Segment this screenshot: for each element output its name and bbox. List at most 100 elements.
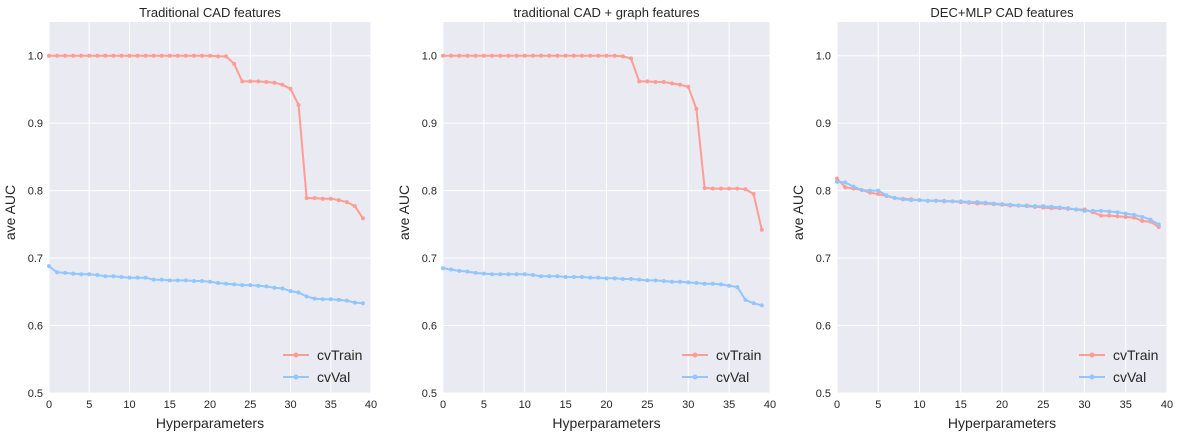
data-point-cvTrain bbox=[103, 53, 108, 58]
legend-label-cvTrain: cvTrain bbox=[1113, 347, 1158, 363]
data-point-cvVal bbox=[1082, 208, 1087, 213]
data-point-cvVal bbox=[1107, 209, 1112, 214]
data-point-cvTrain bbox=[95, 53, 100, 58]
x-tick-label: 30 bbox=[682, 399, 694, 411]
y-tick-label: 0.8 bbox=[816, 186, 831, 198]
data-point-cvTrain bbox=[199, 53, 204, 58]
data-point-cvVal bbox=[718, 282, 723, 287]
data-point-cvTrain bbox=[159, 53, 164, 58]
data-point-cvVal bbox=[490, 272, 495, 277]
data-point-cvVal bbox=[983, 200, 988, 205]
data-point-cvTrain bbox=[571, 53, 576, 58]
data-point-cvVal bbox=[835, 179, 839, 184]
data-point-cvTrain bbox=[522, 53, 527, 58]
x-tick-label: 35 bbox=[325, 399, 337, 411]
data-point-cvVal bbox=[352, 300, 357, 305]
data-point-cvTrain bbox=[441, 53, 445, 58]
data-point-cvVal bbox=[934, 198, 938, 203]
data-point-cvTrain bbox=[481, 53, 486, 58]
data-point-cvVal bbox=[224, 281, 229, 286]
data-point-cvVal bbox=[208, 279, 212, 284]
x-tick-label: 15 bbox=[560, 399, 572, 411]
data-point-cvVal bbox=[843, 180, 848, 185]
data-point-cvTrain bbox=[620, 54, 625, 59]
data-point-cvVal bbox=[751, 301, 756, 306]
data-point-cvVal bbox=[909, 198, 914, 203]
data-point-cvVal bbox=[1090, 208, 1095, 213]
data-point-cvVal bbox=[79, 272, 84, 277]
data-point-cvVal bbox=[579, 274, 584, 279]
data-point-cvVal bbox=[743, 297, 748, 302]
data-point-cvVal bbox=[925, 198, 930, 203]
y-tick-label: 0.8 bbox=[422, 186, 437, 198]
y-axis-label: ave AUC bbox=[396, 185, 412, 240]
series-line-cvTrain bbox=[49, 54, 364, 219]
data-point-cvTrain bbox=[686, 84, 691, 89]
data-point-cvTrain bbox=[661, 80, 666, 85]
data-point-cvVal bbox=[958, 199, 963, 204]
data-point-cvVal bbox=[336, 297, 341, 302]
data-point-cvTrain bbox=[304, 196, 309, 201]
data-point-cvVal bbox=[735, 285, 740, 290]
data-point-cvVal bbox=[191, 279, 196, 284]
legend-marker-cvTrain bbox=[692, 352, 698, 358]
data-point-cvTrain bbox=[596, 53, 601, 58]
chart-title: Traditional CAD features bbox=[139, 5, 281, 20]
data-point-cvVal bbox=[55, 270, 60, 275]
data-point-cvVal bbox=[1115, 210, 1120, 215]
x-axis-label: Hyperparameters bbox=[552, 415, 660, 431]
data-point-cvVal bbox=[71, 271, 76, 276]
data-point-cvVal bbox=[661, 279, 666, 284]
data-point-cvTrain bbox=[669, 81, 674, 86]
data-point-cvVal bbox=[686, 280, 691, 285]
data-point-cvVal bbox=[264, 284, 269, 289]
data-point-cvVal bbox=[901, 197, 905, 202]
data-point-cvTrain bbox=[637, 79, 642, 84]
chart-panel-1: 0 5 10 15 20 25 30 35 40 0.5 0.6 0.7 0.8 0.9 1.0 Tradit… bbox=[2, 5, 377, 431]
x-tick-label: 20 bbox=[600, 399, 612, 411]
x-tick-label: 35 bbox=[723, 399, 735, 411]
data-point-cvVal bbox=[727, 283, 732, 288]
data-point-cvTrain bbox=[175, 53, 180, 58]
data-point-cvTrain bbox=[490, 53, 495, 58]
y-axis-label: ave AUC bbox=[790, 185, 806, 240]
data-point-cvVal bbox=[280, 286, 285, 291]
data-point-cvVal bbox=[563, 274, 568, 279]
data-point-cvTrain bbox=[143, 53, 148, 58]
y-axis-label: ave AUC bbox=[2, 185, 18, 240]
y-tick-label: 0.9 bbox=[422, 118, 437, 130]
legend-label-cvTrain: cvTrain bbox=[317, 347, 362, 363]
data-point-cvVal bbox=[360, 301, 365, 306]
data-point-cvTrain bbox=[1123, 214, 1128, 219]
data-point-cvTrain bbox=[280, 82, 285, 87]
data-point-cvVal bbox=[127, 275, 132, 280]
x-tick-label: 30 bbox=[284, 399, 296, 411]
data-point-cvTrain bbox=[506, 53, 511, 58]
data-point-cvTrain bbox=[604, 53, 609, 58]
data-point-cvVal bbox=[859, 187, 864, 192]
legend-label-cvTrain: cvTrain bbox=[716, 347, 761, 363]
data-point-cvTrain bbox=[224, 54, 229, 59]
data-point-cvTrain bbox=[216, 54, 221, 59]
data-point-cvTrain bbox=[191, 53, 196, 58]
data-point-cvTrain bbox=[135, 53, 140, 58]
data-point-cvTrain bbox=[232, 61, 237, 66]
data-point-cvVal bbox=[694, 281, 699, 286]
data-point-cvVal bbox=[1123, 211, 1128, 216]
data-point-cvVal bbox=[1000, 202, 1004, 207]
data-point-cvVal bbox=[892, 196, 897, 201]
data-point-cvTrain bbox=[473, 53, 478, 58]
x-tick-label: 10 bbox=[519, 399, 531, 411]
x-tick-label: 30 bbox=[1078, 399, 1090, 411]
data-point-cvVal bbox=[975, 200, 980, 205]
data-point-cvVal bbox=[296, 290, 301, 295]
data-point-cvVal bbox=[1156, 222, 1161, 227]
legend-label-cvVal: cvVal bbox=[317, 369, 350, 385]
x-tick-label: 15 bbox=[164, 399, 176, 411]
data-point-cvTrain bbox=[256, 79, 261, 84]
x-tick-label: 40 bbox=[1161, 399, 1173, 411]
data-point-cvVal bbox=[1033, 204, 1037, 209]
x-tick-label: 20 bbox=[996, 399, 1008, 411]
data-point-cvVal bbox=[159, 277, 164, 282]
